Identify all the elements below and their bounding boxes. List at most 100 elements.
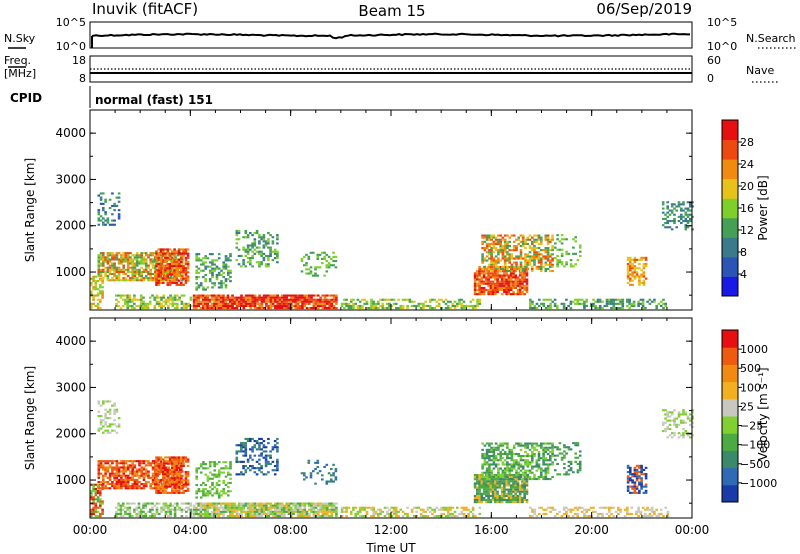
heatmap-cell [160, 464, 164, 467]
heatmap-cell [117, 196, 121, 199]
heatmap-cell [120, 256, 123, 259]
heatmap-cell [478, 288, 481, 291]
heatmap-cell [195, 475, 198, 478]
heatmap-cell [154, 266, 157, 269]
heatmap-cell [175, 468, 179, 471]
heatmap-cell [208, 461, 212, 464]
heatmap-cell [478, 492, 481, 495]
heatmap-cell [481, 242, 484, 245]
heatmap-cell [478, 280, 481, 283]
heatmap-cell [365, 302, 369, 305]
heatmap-cell [549, 240, 552, 243]
heatmap-cell [444, 302, 448, 305]
heatmap-cell [94, 294, 98, 297]
heatmap-cell [482, 274, 486, 277]
heatmap-cell [521, 267, 525, 270]
heatmap-cell [106, 417, 110, 420]
heatmap-cell [169, 512, 172, 515]
heatmap-cell [139, 307, 143, 310]
heatmap-cell [260, 304, 264, 307]
heatmap-cell [664, 226, 667, 229]
heatmap-cell [500, 288, 504, 291]
heatmap-cell [224, 255, 228, 258]
heatmap-cell [481, 442, 484, 445]
heatmap-cell [347, 506, 351, 509]
heatmap-cell [131, 264, 134, 267]
heatmap-cell [122, 277, 125, 280]
heatmap-cell [292, 504, 295, 507]
heatmap-cell [296, 302, 300, 305]
heatmap-cell [135, 478, 139, 481]
heatmap-cell [503, 450, 507, 453]
heatmap-cell [99, 504, 102, 507]
heatmap-cell [499, 249, 502, 252]
heatmap-cell [327, 266, 331, 269]
heatmap-cell [94, 304, 98, 307]
heatmap-cell [126, 252, 130, 255]
heatmap-cell [523, 488, 526, 491]
heatmap-cell [215, 481, 219, 484]
heatmap-cell [117, 423, 121, 426]
heatmap-cell [182, 489, 185, 492]
heatmap-cell [126, 485, 130, 488]
heatmap-cell [166, 491, 170, 494]
heatmap-cell [115, 466, 119, 469]
heatmap-cell [104, 266, 107, 269]
heatmap-cell [180, 508, 184, 511]
heatmap-cell [111, 404, 114, 407]
heatmap-cell [631, 267, 634, 270]
heatmap-cell [544, 467, 548, 470]
heatmap-cell [147, 476, 150, 479]
heatmap-cell [215, 488, 219, 491]
heatmap-cell [509, 286, 513, 289]
heatmap-cell [242, 502, 246, 505]
heatmap-cell [120, 254, 123, 257]
heatmap-cell [201, 502, 205, 505]
heatmap-cell [121, 304, 125, 307]
heatmap-cell [556, 265, 559, 268]
heatmap-cell [267, 294, 270, 297]
heatmap-cell [491, 280, 495, 283]
heatmap-cell [356, 304, 360, 307]
heatmap-cell [182, 277, 185, 280]
heatmap-cell [117, 481, 121, 484]
heatmap-cell [310, 298, 313, 301]
heatmap-cell [126, 258, 130, 261]
heatmap-cell [540, 475, 543, 478]
heatmap-cell [249, 448, 252, 451]
heatmap-cell [231, 515, 234, 518]
heatmap-cell [516, 293, 520, 296]
heatmap-cell [510, 270, 514, 273]
heatmap-cell [518, 282, 522, 285]
heatmap-cell [489, 486, 493, 489]
heatmap-cell [144, 506, 147, 509]
heatmap-cell [90, 302, 93, 305]
heatmap-cell [478, 490, 481, 493]
heatmap-cell [140, 260, 143, 263]
heatmap-cell [514, 496, 517, 499]
heatmap-cell [189, 510, 193, 513]
heatmap-cell [258, 294, 261, 297]
heatmap-cell [335, 510, 338, 513]
heatmap-cell [147, 264, 150, 267]
heatmap-cell [485, 457, 489, 460]
heatmap-cell [535, 265, 539, 268]
heatmap-cell [648, 298, 652, 301]
heatmap-cell [300, 257, 304, 260]
heatmap-cell [485, 288, 488, 291]
heatmap-cell [273, 248, 277, 251]
heatmap-cell [508, 259, 511, 262]
heatmap-cell [204, 298, 207, 301]
heatmap-cell [104, 417, 107, 420]
heatmap-cell [558, 261, 562, 264]
heatmap-cell [195, 302, 198, 305]
heatmap-cell [487, 270, 490, 273]
heatmap-cell [510, 463, 514, 466]
heatmap-cell [195, 512, 198, 515]
heatmap-cell [262, 240, 266, 243]
heatmap-cell [481, 259, 484, 262]
heatmap-cell [247, 304, 250, 307]
heatmap-cell [641, 298, 645, 301]
heatmap-cell [146, 302, 150, 305]
heatmap-cell [529, 300, 532, 303]
